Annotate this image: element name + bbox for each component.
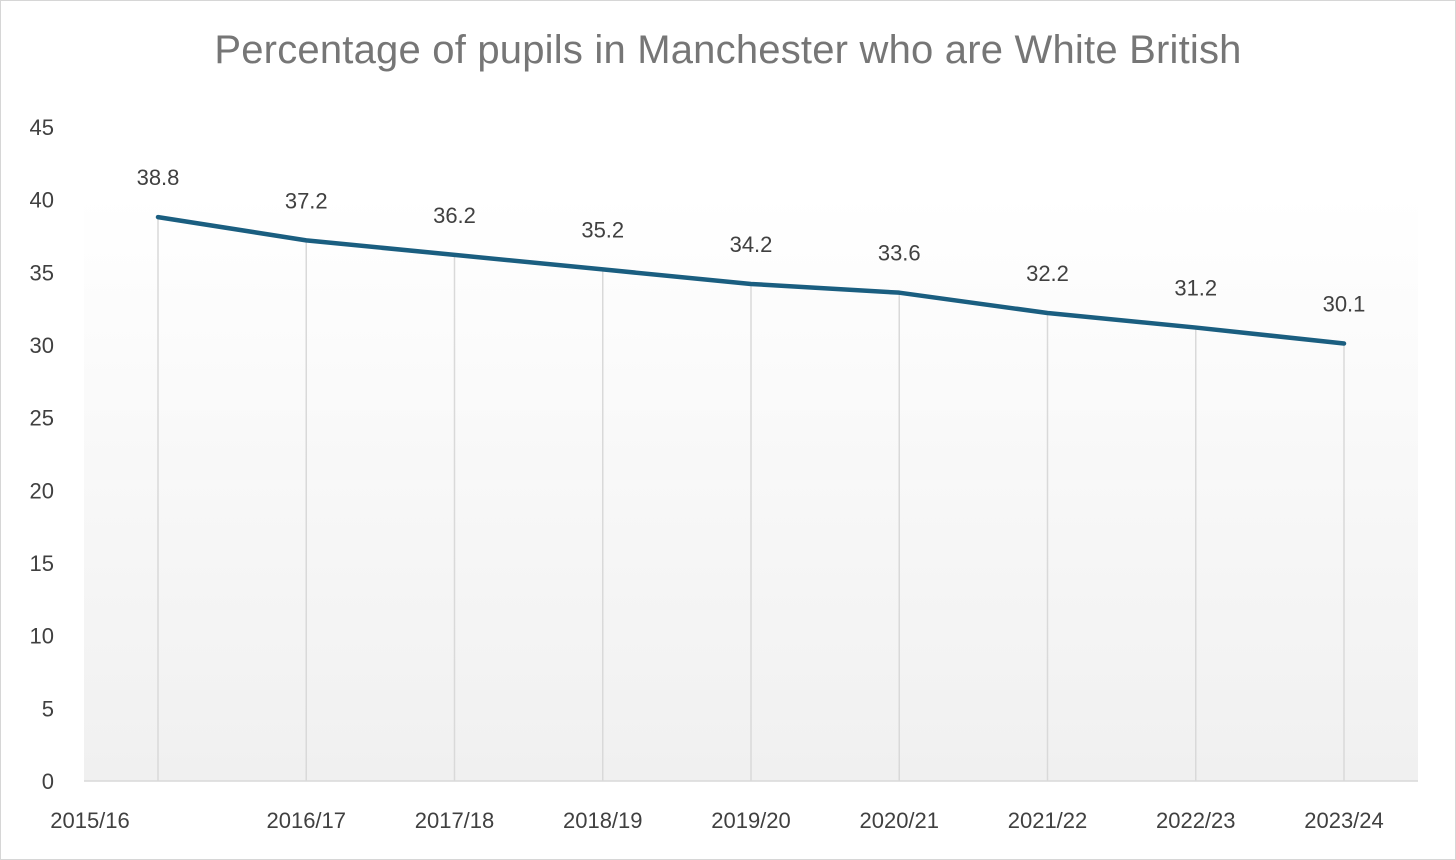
x-tick-label: 2017/18 [415,808,495,833]
chart-title: Percentage of pupils in Manchester who a… [214,28,1242,72]
x-tick-label: 2020/21 [859,808,939,833]
y-tick-label: 0 [42,769,54,794]
data-label: 30.1 [1323,292,1366,317]
data-label: 34.2 [730,232,773,257]
data-label: 32.2 [1026,261,1069,286]
data-label: 31.2 [1174,276,1217,301]
y-tick-label: 45 [30,115,54,140]
y-tick-label: 40 [30,188,54,213]
x-tick-label: 2016/17 [266,808,346,833]
y-tick-label: 5 [42,696,54,721]
x-tick-label: 2015/16 [50,808,130,833]
x-axis-ticks: 2015/16 2016/17 2017/18 2018/19 2019/20 2020/… [50,808,1384,833]
y-tick-label: 10 [30,624,54,649]
x-tick-label: 2023/24 [1304,808,1384,833]
data-label: 38.8 [137,165,180,190]
y-tick-label: 15 [30,551,54,576]
x-tick-label: 2018/19 [563,808,643,833]
y-axis-ticks: 0 5 10 15 20 25 30 35 40 45 [30,115,54,794]
y-tick-label: 20 [30,478,54,503]
data-label: 35.2 [581,217,624,242]
x-tick-label: 2021/22 [1008,808,1088,833]
data-labels: 38.8 37.2 36.2 35.2 34.2 33.6 32.2 31.2 30.1 [137,165,1366,316]
x-tick-label: 2022/23 [1156,808,1236,833]
y-tick-label: 35 [30,260,54,285]
y-tick-label: 25 [30,406,54,431]
data-label: 36.2 [433,203,476,228]
drop-lines [157,217,1345,781]
series-line [155,214,1347,346]
data-label: 33.6 [878,241,921,266]
x-tick-label: 2019/20 [711,808,791,833]
data-label: 37.2 [285,188,328,213]
y-tick-label: 30 [30,333,54,358]
